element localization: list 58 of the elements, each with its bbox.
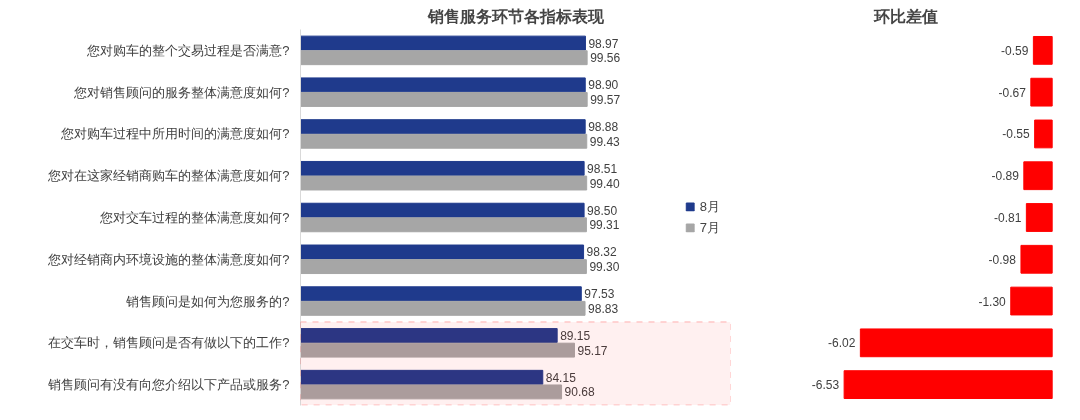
data-label: 90.68: [564, 385, 595, 400]
data-label: 99.57: [590, 92, 621, 107]
bar: [300, 50, 588, 66]
bar: [300, 244, 585, 260]
bar: [300, 369, 544, 385]
bar: [300, 160, 585, 176]
bar: [300, 300, 586, 316]
data-label: -6.02: [828, 336, 856, 351]
data-label: -0.81: [994, 211, 1022, 225]
y-tick-label: 您对经销商内环境设施的整体满意度如何?: [47, 251, 290, 267]
data-label: 98.50: [587, 203, 618, 218]
data-label: 99.40: [589, 176, 621, 191]
y-tick-label: 在交车时，销售顾问是否有做以下的工作?: [48, 335, 290, 351]
bar: [300, 384, 563, 400]
bar: [300, 259, 587, 275]
data-label: 99.31: [589, 218, 620, 233]
bar: [300, 217, 587, 233]
data-label: 98.51: [587, 161, 618, 176]
data-label: 84.15: [545, 370, 577, 385]
bar: [300, 133, 588, 149]
y-tick-label: 销售顾问是如何为您服务的?: [125, 293, 290, 309]
data-label: -0.55: [1002, 127, 1030, 142]
chart-title: 销售服务环节各指标表现: [426, 7, 605, 25]
bar: [300, 92, 588, 107]
data-label: 98.88: [588, 120, 619, 135]
data-label: -0.89: [991, 169, 1020, 184]
data-label: 89.15: [560, 329, 591, 344]
chart-title: 环比差值: [872, 7, 938, 25]
bar: [300, 77, 586, 93]
data-label: 95.17: [577, 343, 608, 358]
data-label: -0.59: [1001, 43, 1029, 58]
y-tick-label: 您对购车的整个交易过程是否满意?: [86, 42, 290, 58]
bar: [300, 328, 558, 343]
data-label: -1.30: [978, 294, 1007, 309]
y-tick-label: 您对交车过程的整体满意度如何?: [99, 210, 290, 225]
data-label: 98.97: [588, 36, 619, 51]
legend-label: 7月: [699, 218, 720, 237]
data-label: -0.67: [998, 85, 1027, 100]
data-label: 98.32: [586, 245, 617, 260]
data-label: 98.90: [588, 78, 619, 93]
y-tick-label: 销售顾问有没有向您介绍以下产品或服务?: [47, 377, 290, 393]
bar: [300, 342, 575, 358]
data-label: 99.43: [589, 134, 621, 149]
data-label: 98.83: [588, 301, 619, 316]
bar: [300, 202, 585, 218]
bar: [300, 286, 582, 302]
data-label: 99.30: [589, 260, 620, 275]
legend-label: 8月: [699, 197, 720, 216]
bar: [300, 119, 586, 135]
y-tick-label: 您对购车过程中所用时间的满意度如何?: [60, 126, 290, 142]
data-label: -0.98: [988, 252, 1017, 267]
data-label: 99.56: [590, 51, 621, 66]
y-tick-label: 您对在这家经销商购车的整体满意度如何?: [47, 168, 290, 184]
data-label: 97.53: [584, 287, 615, 302]
y-tick-label: 您对销售顾问的服务整体满意度如何?: [73, 84, 290, 100]
bar: [300, 175, 588, 191]
bar: [300, 35, 586, 51]
data-label: -6.53: [811, 378, 840, 393]
